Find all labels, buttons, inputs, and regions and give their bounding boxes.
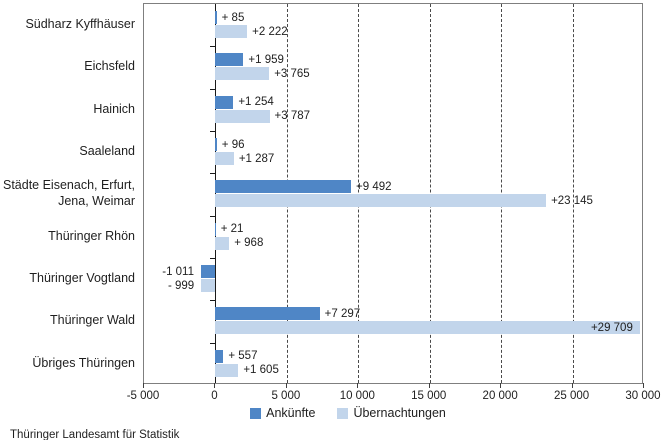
x-axis-tick-label: 30 000 <box>625 390 661 402</box>
x-axis-tick <box>500 383 502 388</box>
bar-value-label: +1 254 <box>238 96 274 109</box>
category-tick <box>210 88 216 90</box>
legend-label-ankuenfte: Ankünfte <box>266 406 316 420</box>
x-axis-tick <box>643 383 644 388</box>
bar-uebernachtungen <box>215 25 248 38</box>
x-axis-tick <box>285 383 287 388</box>
category-label: Thüringer Rhön <box>48 228 135 243</box>
category-tick <box>210 46 216 48</box>
gridline <box>501 4 503 383</box>
bar-ankuenfte <box>215 138 217 151</box>
x-axis-tick-label: 25 000 <box>553 390 590 402</box>
category-label: Übriges Thüringen <box>32 355 135 370</box>
x-axis-tick-label: -5 000 <box>126 390 160 402</box>
x-axis-tick <box>357 383 359 388</box>
bar-uebernachtungen <box>201 279 216 292</box>
category-axis-labels: Südharz Kyffhäuser Eichsfeld Hainich Saalel… <box>0 3 135 384</box>
bar-value-label: + 21 <box>220 223 244 236</box>
gridline <box>358 4 360 383</box>
bar-value-label: +1 287 <box>238 152 275 165</box>
legend: Ankünfte Übernachtungen <box>28 406 668 420</box>
x-axis-tick <box>143 383 144 388</box>
bar-ankuenfte <box>215 180 352 194</box>
bar-value-label: +3 787 <box>274 110 311 123</box>
category-label: Saaleland <box>79 144 135 159</box>
bar-value-label: + 85 <box>221 11 245 24</box>
bar-uebernachtungen <box>215 363 239 377</box>
bar-ankuenfte <box>215 349 224 363</box>
bar-uebernachtungen <box>215 236 230 250</box>
bar-value-label: + 968 <box>234 237 264 250</box>
legend-item-ankuenfte: Ankünfte <box>250 406 315 420</box>
category-tick <box>210 173 216 175</box>
plot-area: + 85 +2 222 +1 959 +3 765 +1 254 +3 787 + 96 +1… <box>143 3 643 384</box>
gridline <box>286 4 288 383</box>
category-tick <box>210 215 216 217</box>
bar-uebernachtungen <box>215 152 234 165</box>
bar-value-label: +7 297 <box>324 307 361 320</box>
bar-ankuenfte <box>215 307 320 321</box>
category-label: Südharz Kyffhäuser <box>25 17 135 32</box>
bar-value-label: +1 959 <box>248 53 284 66</box>
x-axis-tick-label: 5 000 <box>271 390 301 402</box>
category-label: Thüringer Vogtland <box>29 271 135 286</box>
bar-value-label: +23 145 <box>551 194 593 207</box>
gridline <box>572 4 574 383</box>
x-axis-tick-label: 20 000 <box>482 390 518 402</box>
source-note: Thüringer Landesamt für Statistik <box>10 429 180 440</box>
bar-uebernachtungen <box>215 194 547 208</box>
x-axis-tick <box>571 383 573 388</box>
x-axis-tick <box>214 383 216 388</box>
bar-value-label: + 96 <box>221 138 245 151</box>
bar-value-label: - 999 <box>167 279 195 292</box>
category-tick <box>210 131 216 132</box>
category-label: Städte Eisenach, Erfurt, Jena, Weimar <box>2 178 135 209</box>
bar-uebernachtungen <box>215 109 270 123</box>
bar-value-label: -1 011 <box>162 265 194 278</box>
x-axis-tick <box>428 383 430 388</box>
bar-uebernachtungen <box>215 67 270 81</box>
category-tick <box>210 342 216 344</box>
category-tick <box>210 258 216 259</box>
category-tick <box>210 300 216 302</box>
bar-value-label: +2 222 <box>252 25 288 38</box>
category-label: Thüringer Wald <box>50 313 135 328</box>
bar-ankuenfte <box>215 53 244 67</box>
x-axis-tick-label: 15 000 <box>411 390 447 402</box>
zero-axis-line <box>215 4 217 383</box>
legend-swatch-uebernachtungen <box>337 407 349 419</box>
legend-label-uebernachtungen: Übernachtungen <box>353 406 446 420</box>
bar-value-label: + 557 <box>228 350 258 363</box>
category-label: Hainich <box>93 101 135 116</box>
bar-value-label: +1 605 <box>243 364 279 377</box>
bar-value-label: +29 709 <box>590 321 633 334</box>
category-label: Eichsfeld <box>84 59 135 74</box>
bar-ankuenfte <box>200 265 216 278</box>
legend-item-uebernachtungen: Übernachtungen <box>337 406 446 420</box>
bar-value-label: +3 765 <box>274 67 310 80</box>
bar-ankuenfte <box>215 95 234 109</box>
x-axis-tick-label: 10 000 <box>339 390 375 402</box>
bar-uebernachtungen <box>215 321 640 335</box>
x-axis-tick-label: 0 <box>211 390 218 402</box>
legend-swatch-ankuenfte <box>250 407 262 419</box>
bar-value-label: +9 492 <box>356 180 392 193</box>
bar-ankuenfte <box>215 11 217 24</box>
gridline <box>429 4 431 383</box>
